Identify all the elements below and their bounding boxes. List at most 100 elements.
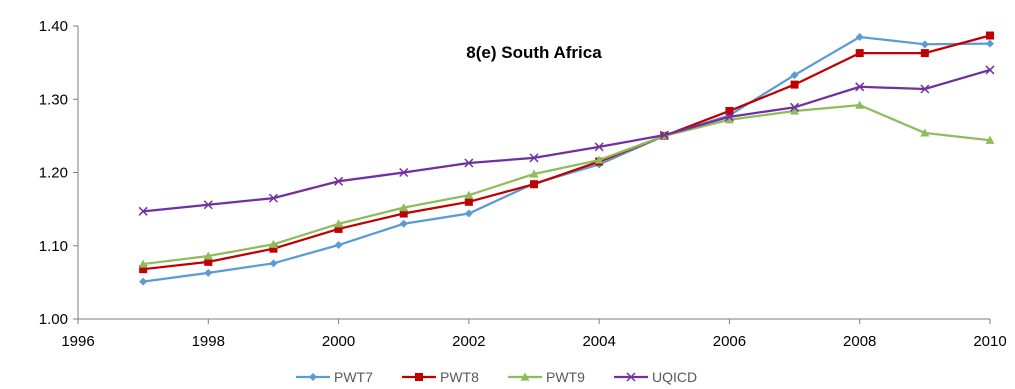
- data-point-uqicd: [724, 112, 734, 122]
- legend-marker: [309, 373, 317, 381]
- data-point-pwt8: [725, 106, 734, 115]
- x-tick-label: 2008: [843, 333, 876, 350]
- data-point-uqicd: [203, 200, 213, 210]
- data-point-pwt9: [724, 115, 734, 124]
- data-point-pwt8: [790, 80, 799, 89]
- x-marker-stroke: [724, 112, 734, 122]
- data-point-pwt9: [464, 190, 474, 199]
- data-point-pwt9: [920, 128, 930, 137]
- data-point-uqicd: [855, 82, 865, 92]
- data-point-pwt7: [139, 277, 148, 286]
- x-marker-stroke: [920, 84, 930, 94]
- legend-marker: [415, 373, 423, 381]
- data-point-pwt8: [399, 209, 408, 218]
- series-layer: [138, 31, 995, 286]
- legend-marker: [520, 372, 530, 381]
- data-point-pwt9: [529, 169, 539, 178]
- legend: PWT7 PWT8 PWT9 UQICD: [296, 369, 697, 385]
- series-line-pwt8: [143, 34, 991, 271]
- y-tick-label: 1.20: [39, 165, 68, 182]
- legend-marker: [626, 372, 636, 382]
- data-point-pwt8: [855, 49, 864, 58]
- series-line-pwt9: [143, 103, 991, 266]
- data-point-pwt7: [986, 39, 994, 48]
- x-tick-label: 2000: [322, 333, 355, 350]
- x-marker-stroke: [594, 142, 604, 152]
- data-point-pwt7: [790, 71, 799, 80]
- x-marker-stroke: [985, 65, 995, 75]
- legend-label: PWT7: [334, 369, 373, 385]
- legend-label: UQICD: [652, 369, 697, 385]
- data-point-pwt9: [268, 239, 278, 248]
- legend-label: PWT8: [440, 369, 479, 385]
- x-marker-stroke: [855, 82, 865, 92]
- legend-item-pwt8: PWT8: [402, 369, 479, 385]
- data-point-pwt7: [855, 32, 864, 41]
- legend-item-pwt7: PWT7: [296, 369, 373, 385]
- axes: 1.00 1.10 1.20 1.30 1.40 1996 1998 2000 2002 2004…: [39, 18, 1007, 350]
- data-point-pwt9: [399, 203, 409, 212]
- data-point-uqicd: [920, 84, 930, 94]
- data-point-pwt8: [920, 49, 929, 58]
- data-point-pwt9: [790, 106, 800, 115]
- x-marker-stroke: [464, 158, 474, 168]
- x-tick-label: 1998: [192, 333, 225, 350]
- series-line-uqicd: [143, 68, 991, 213]
- x-marker-stroke: [626, 372, 636, 382]
- legend-item-pwt9: PWT9: [508, 369, 585, 385]
- y-tick-label: 1.40: [39, 18, 68, 35]
- data-point-pwt9: [138, 259, 148, 268]
- data-point-uqicd: [790, 102, 800, 112]
- data-point-pwt8: [269, 244, 278, 253]
- series-pwt7: [139, 32, 994, 286]
- data-point-pwt7: [920, 40, 929, 49]
- x-marker-stroke: [529, 153, 539, 163]
- x-tick-label: 2002: [452, 333, 485, 350]
- series-pwt9: [138, 100, 995, 268]
- data-point-uqicd: [594, 142, 604, 152]
- data-point-pwt9: [985, 135, 995, 144]
- x-marker-stroke: [268, 193, 278, 203]
- y-tick-label: 1.10: [39, 238, 68, 255]
- data-point-uqicd: [399, 167, 409, 178]
- data-point-pwt7: [269, 259, 278, 268]
- data-point-pwt8: [464, 197, 473, 206]
- data-point-pwt7: [464, 209, 473, 218]
- data-point-pwt8: [204, 257, 213, 266]
- data-point-pwt7: [204, 268, 213, 277]
- x-marker-stroke: [790, 102, 800, 112]
- data-point-pwt7: [334, 241, 343, 250]
- chart-title: 8(e) South Africa: [466, 43, 602, 62]
- data-point-uqicd: [659, 130, 669, 140]
- data-point-pwt8: [334, 224, 343, 233]
- x-marker-stroke: [399, 167, 409, 178]
- data-point-uqicd: [138, 206, 148, 216]
- legend-label: PWT9: [546, 369, 585, 385]
- data-point-pwt9: [334, 219, 344, 228]
- x-tick-label: 2010: [973, 333, 1006, 350]
- x-marker-stroke: [659, 130, 669, 140]
- data-point-pwt8: [530, 180, 538, 189]
- data-point-pwt7: [399, 219, 408, 228]
- data-point-uqicd: [464, 158, 474, 168]
- legend-item-uqicd: UQICD: [614, 369, 697, 385]
- x-marker-stroke: [334, 176, 344, 186]
- y-tick-label: 1.00: [39, 311, 68, 328]
- x-tick-label: 2006: [713, 333, 746, 350]
- data-point-pwt9: [203, 251, 213, 260]
- x-marker-stroke: [203, 200, 213, 210]
- series-uqicd: [138, 65, 995, 216]
- data-point-pwt8: [139, 265, 148, 274]
- x-tick-label: 2004: [582, 333, 615, 350]
- data-point-pwt9: [855, 100, 865, 109]
- data-point-pwt8: [986, 31, 994, 40]
- data-point-uqicd: [268, 193, 278, 203]
- data-point-pwt9: [594, 155, 604, 164]
- x-tick-label: 1996: [61, 333, 94, 350]
- data-point-uqicd: [334, 176, 344, 186]
- y-tick-label: 1.30: [39, 91, 68, 108]
- data-point-uqicd: [985, 65, 995, 75]
- x-marker-stroke: [138, 206, 148, 216]
- data-point-uqicd: [529, 153, 539, 163]
